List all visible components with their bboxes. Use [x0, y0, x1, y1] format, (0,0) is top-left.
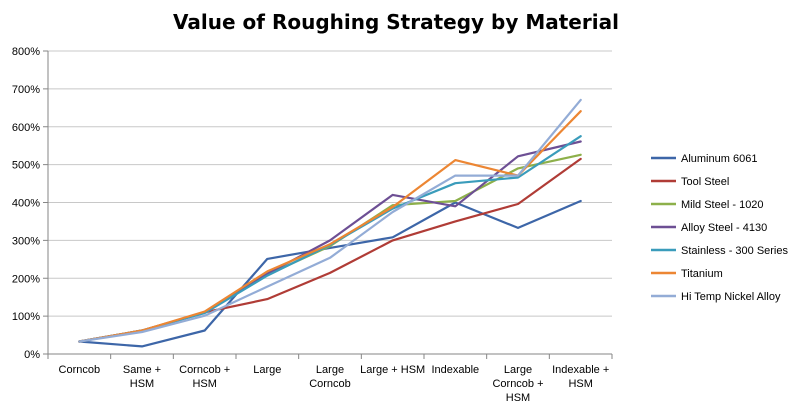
axes: 0% 100% 200% 300% 400% 500% 600% 700% 800% Cornco…	[12, 46, 613, 404]
x-tick-label: Large + HSM	[360, 364, 425, 376]
x-tick-label: Corncob	[59, 364, 101, 376]
y-tick-label: 100%	[12, 311, 40, 323]
gridlines	[48, 50, 612, 317]
y-tick-label: 400%	[12, 198, 40, 210]
y-tick-label: 700%	[12, 84, 40, 96]
legend-label: Stainless - 300 Series	[681, 245, 788, 257]
y-tick-label: 200%	[12, 273, 40, 285]
y-tick-label: 500%	[12, 160, 40, 172]
x-tick-label: Corncob + HSM	[179, 364, 230, 390]
x-tick-label: Large Corncob	[309, 364, 351, 390]
y-tick-label: 600%	[12, 122, 40, 134]
x-tick-label: Large	[253, 364, 281, 376]
series-line	[78, 98, 582, 343]
legend-label: Tool Steel	[681, 176, 729, 188]
chart-title: Value of Roughing Strategy by Material	[173, 10, 619, 34]
y-tick-label: 300%	[12, 235, 40, 247]
legend-label: Hi Temp Nickel Alloy	[681, 291, 781, 303]
legend-label: Aluminum 6061	[681, 153, 757, 165]
legend-label: Titanium	[681, 268, 723, 280]
series-line	[78, 110, 582, 343]
legend-label: Alloy Steel - 4130	[681, 222, 767, 234]
x-tick-label: Indexable	[431, 364, 479, 376]
series-line	[78, 199, 582, 348]
x-tick-label: Large Corncob + HSM	[492, 364, 543, 404]
legend-label: Mild Steel - 1020	[681, 199, 764, 211]
series-line	[78, 157, 582, 343]
series-lines	[78, 98, 582, 348]
legend: Aluminum 6061 Tool Steel Mild Steel - 1020…	[651, 153, 788, 303]
x-tick-label: Indexable + HSM	[552, 364, 609, 390]
x-tick-label: Same + HSM	[123, 364, 161, 390]
y-tick-label: 800%	[12, 46, 40, 58]
y-tick-label: 0%	[24, 349, 40, 361]
